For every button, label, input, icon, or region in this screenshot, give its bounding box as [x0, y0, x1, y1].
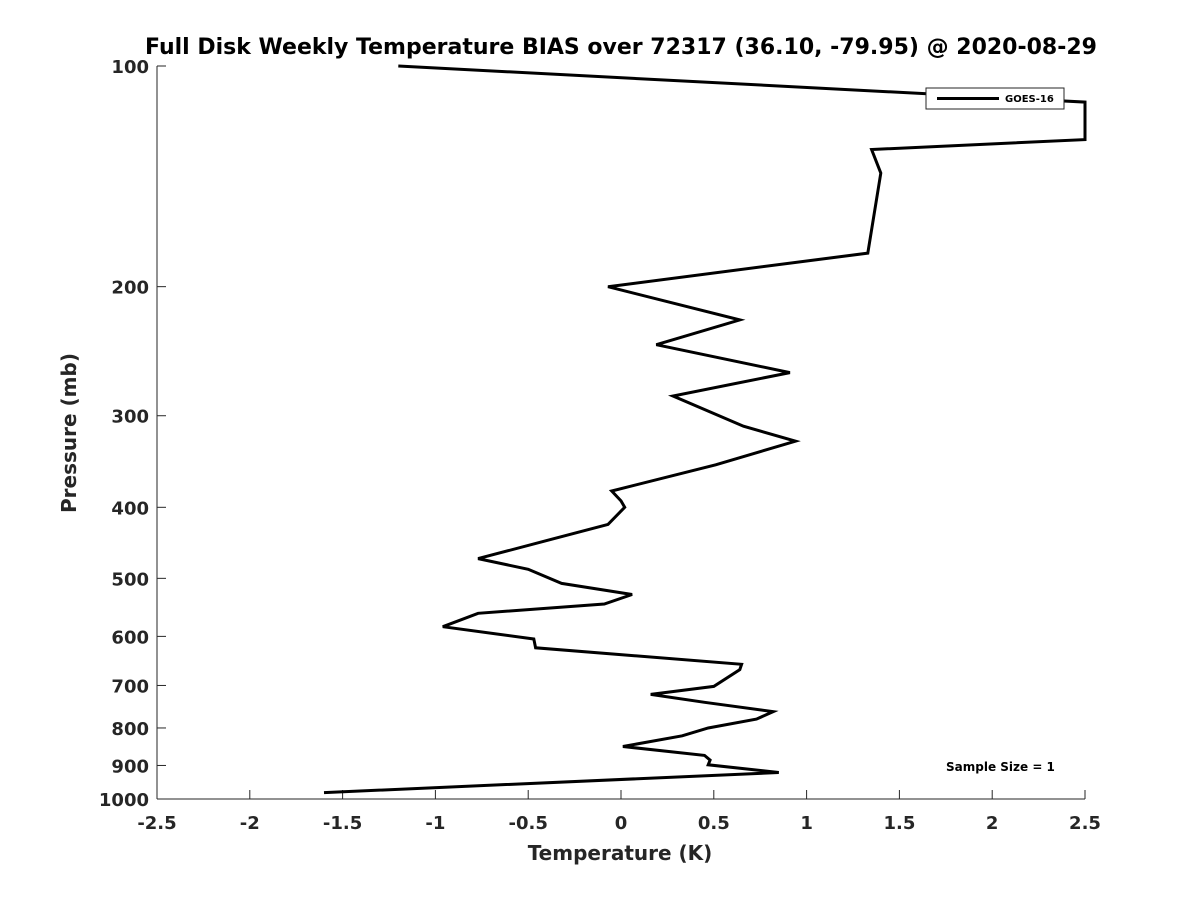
x-axis-label: Temperature (K) — [528, 841, 713, 865]
series-line-goes-16 — [323, 64, 1087, 795]
y-tick-label: 900 — [111, 756, 149, 777]
y-tick-label: 500 — [111, 569, 149, 590]
plot-area: -2.5 -2 -1.5 -1 -0.5 0 0.5 1 1.5 2 2.5 100 200 300 40… — [99, 57, 1101, 834]
x-tick-label: 0.5 — [698, 813, 730, 834]
sample-size-annotation: Sample Size = 1 — [946, 760, 1055, 774]
x-tick-label: 0 — [615, 813, 628, 834]
y-tick-label: 600 — [111, 627, 149, 648]
y-tick-label: 800 — [111, 719, 149, 740]
x-tick-label: -0.5 — [509, 813, 548, 834]
x-tick-label: -1 — [425, 813, 445, 834]
y-tick-label: 1000 — [99, 790, 149, 811]
x-tick-label: 2 — [986, 813, 999, 834]
y-tick-label: 200 — [111, 278, 149, 299]
y-tick-label: 700 — [111, 676, 149, 697]
y-axis-ticks: 100 200 300 400 500 600 700 800 900 1000 — [99, 57, 166, 811]
y-tick-label: 400 — [111, 498, 149, 519]
y-tick-label: 100 — [111, 57, 149, 78]
x-tick-label: -1.5 — [323, 813, 362, 834]
chart-title: Full Disk Weekly Temperature BIAS over 7… — [145, 35, 1097, 60]
x-tick-label: -2 — [240, 813, 260, 834]
y-axis-label: Pressure (mb) — [57, 353, 81, 513]
legend: GOES-16 — [925, 87, 1065, 110]
y-tick-label: 300 — [111, 407, 149, 428]
x-tick-label: 1 — [800, 813, 813, 834]
x-axis-ticks: -2.5 -2 -1.5 -1 -0.5 0 0.5 1 1.5 2 2.5 — [137, 790, 1101, 834]
x-tick-label: 1.5 — [883, 813, 915, 834]
legend-entry-goes-16: GOES-16 — [1005, 94, 1054, 105]
series-layer — [323, 64, 1087, 795]
x-tick-label: 2.5 — [1069, 813, 1101, 834]
x-tick-label: -2.5 — [137, 813, 176, 834]
